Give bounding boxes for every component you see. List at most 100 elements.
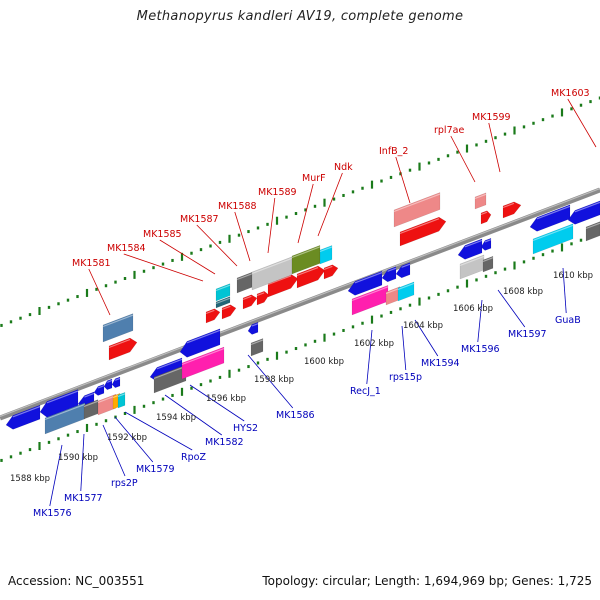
gene-highlight (296, 266, 319, 277)
gene-feature[interactable] (221, 304, 237, 320)
reverse-gene-label[interactable]: MK1597 (508, 329, 547, 340)
gene-feature[interactable] (585, 221, 600, 242)
gene-feature[interactable] (5, 404, 41, 430)
forward-leader-line (88, 268, 111, 316)
gene-highlight (106, 379, 113, 383)
gene-highlight (401, 263, 411, 268)
reverse-gene-label[interactable]: MK1594 (421, 358, 460, 369)
gene-feature[interactable] (153, 364, 187, 394)
reverse-gene-label[interactable]: RecJ_1 (350, 386, 381, 397)
gene-feature[interactable] (532, 223, 574, 255)
scale-label: 1602 kbp (354, 339, 394, 349)
gene-feature[interactable] (215, 296, 231, 309)
gene-feature[interactable] (102, 313, 134, 343)
gene-highlight (251, 323, 259, 327)
gene-feature[interactable] (250, 338, 264, 357)
gene-feature[interactable] (399, 216, 447, 247)
gene-feature[interactable] (179, 328, 221, 358)
gene-feature[interactable] (242, 294, 258, 310)
reverse-gene-label[interactable]: MK1586 (276, 410, 315, 421)
gene-feature[interactable] (97, 393, 117, 416)
reverse-gene-label[interactable]: HYS2 (233, 423, 258, 434)
scale-label: 1594 kbp (156, 413, 196, 423)
gene-feature[interactable] (108, 337, 138, 361)
gene-feature[interactable] (502, 201, 522, 219)
gene-feature[interactable] (480, 237, 492, 251)
reverse-gene-labels: MK1576 MK1577 rps2P MK1579 RpoZ MK1582 HYS2 MK1… (33, 315, 581, 519)
scale-labels: 1588 kbp 1590 kbp 1592 kbp 1594 kbp 1596 kbp… (10, 271, 593, 484)
gene-feature[interactable] (347, 270, 383, 296)
gene-feature[interactable] (381, 266, 397, 283)
gene-feature[interactable] (215, 283, 231, 302)
gene-feature[interactable] (395, 262, 411, 279)
gene-feature[interactable] (205, 308, 221, 324)
forward-leader-line (196, 224, 238, 267)
gene-feature[interactable] (529, 204, 571, 232)
reverse-gene-label[interactable]: rps2P (111, 478, 138, 489)
gene-feature[interactable] (103, 378, 113, 391)
gene-highlight (482, 257, 494, 263)
forward-leader-line (267, 197, 276, 254)
forward-gene-label[interactable]: MK1581 (72, 258, 111, 269)
gene-feature[interactable] (236, 271, 253, 294)
gene-feature[interactable] (256, 290, 270, 306)
forward-gene-label[interactable]: MK1588 (218, 201, 257, 212)
gene-feature[interactable] (296, 265, 326, 289)
reverse-gene-label[interactable]: RpoZ (181, 452, 206, 463)
gene-highlight (397, 282, 415, 291)
gene-feature[interactable] (393, 192, 441, 228)
reverse-gene-label[interactable]: MK1582 (205, 437, 244, 448)
gene-highlight (385, 287, 401, 295)
gene-highlight (354, 272, 383, 284)
forward-leader-line (567, 98, 597, 148)
gene-feature[interactable] (181, 346, 225, 380)
reverse-leader-line (164, 394, 223, 436)
reverse-gene-label[interactable]: rps15p (389, 372, 422, 383)
scale-label: 1598 kbp (254, 375, 294, 385)
gene-feature[interactable] (457, 238, 483, 260)
gene-feature[interactable] (111, 376, 121, 389)
reverse-leader-line (102, 424, 126, 477)
reverse-gene-label[interactable]: GuaB (555, 315, 581, 326)
reverse-leader-line (49, 444, 63, 507)
forward-leader-line (450, 135, 476, 183)
reverse-gene-label[interactable]: MK1577 (64, 493, 103, 504)
forward-gene-label[interactable]: rpl7ae (434, 125, 464, 136)
gene-feature[interactable] (482, 255, 494, 273)
forward-gene-label[interactable]: MK1589 (258, 187, 297, 198)
gene-feature[interactable] (319, 245, 333, 265)
gene-feature[interactable] (397, 281, 415, 302)
tick-marks (0, 96, 600, 462)
gene-feature[interactable] (117, 391, 126, 409)
backbone-highlight (0, 187, 600, 418)
gene-feature[interactable] (44, 402, 86, 435)
forward-gene-label[interactable]: MK1585 (143, 229, 182, 240)
reverse-gene-label[interactable]: MK1596 (461, 344, 500, 355)
gene-feature[interactable] (251, 256, 293, 291)
forward-gene-label[interactable]: MurF (302, 173, 326, 184)
forward-gene-label[interactable]: InfB_2 (379, 146, 408, 157)
forward-gene-label[interactable]: MK1599 (472, 112, 511, 123)
forward-gene-label[interactable]: MK1587 (180, 214, 219, 225)
gene-feature[interactable] (480, 210, 492, 225)
reverse-leader-line (247, 354, 294, 409)
scale-label: 1600 kbp (304, 357, 344, 367)
gene-feature[interactable] (323, 264, 339, 280)
reverse-gene-label[interactable]: MK1576 (33, 508, 72, 519)
gene-highlight (536, 205, 571, 220)
forward-gene-label[interactable]: MK1603 (551, 88, 590, 99)
reverse-leader-line (414, 319, 439, 357)
reverse-gene-label[interactable]: MK1579 (136, 464, 175, 475)
forward-gene-label[interactable]: Ndk (334, 162, 353, 173)
gene-feature[interactable] (93, 383, 105, 396)
gene-highlight (459, 255, 485, 267)
gene-highlight (323, 265, 333, 271)
gene-feature[interactable] (247, 321, 259, 335)
gene-feature[interactable] (567, 200, 600, 225)
forward-gene-label[interactable]: MK1584 (107, 243, 146, 254)
scale-label: 1604 kbp (403, 321, 443, 331)
gene-feature[interactable] (474, 192, 487, 210)
forward-leader-line (317, 172, 343, 237)
